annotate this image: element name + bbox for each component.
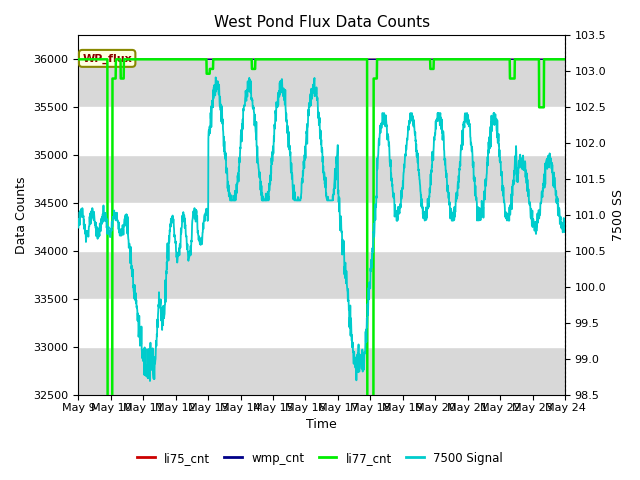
Bar xyxy=(79,299,565,347)
X-axis label: Time: Time xyxy=(307,419,337,432)
Y-axis label: 7500 SS: 7500 SS xyxy=(612,189,625,241)
Y-axis label: Data Counts: Data Counts xyxy=(15,177,28,254)
Bar xyxy=(79,108,565,156)
Title: West Pond Flux Data Counts: West Pond Flux Data Counts xyxy=(214,15,429,30)
Bar xyxy=(79,203,565,251)
Legend: li75_cnt, wmp_cnt, li77_cnt, 7500 Signal: li75_cnt, wmp_cnt, li77_cnt, 7500 Signal xyxy=(132,447,508,469)
Bar xyxy=(79,12,565,60)
Text: WP_flux: WP_flux xyxy=(83,53,132,63)
